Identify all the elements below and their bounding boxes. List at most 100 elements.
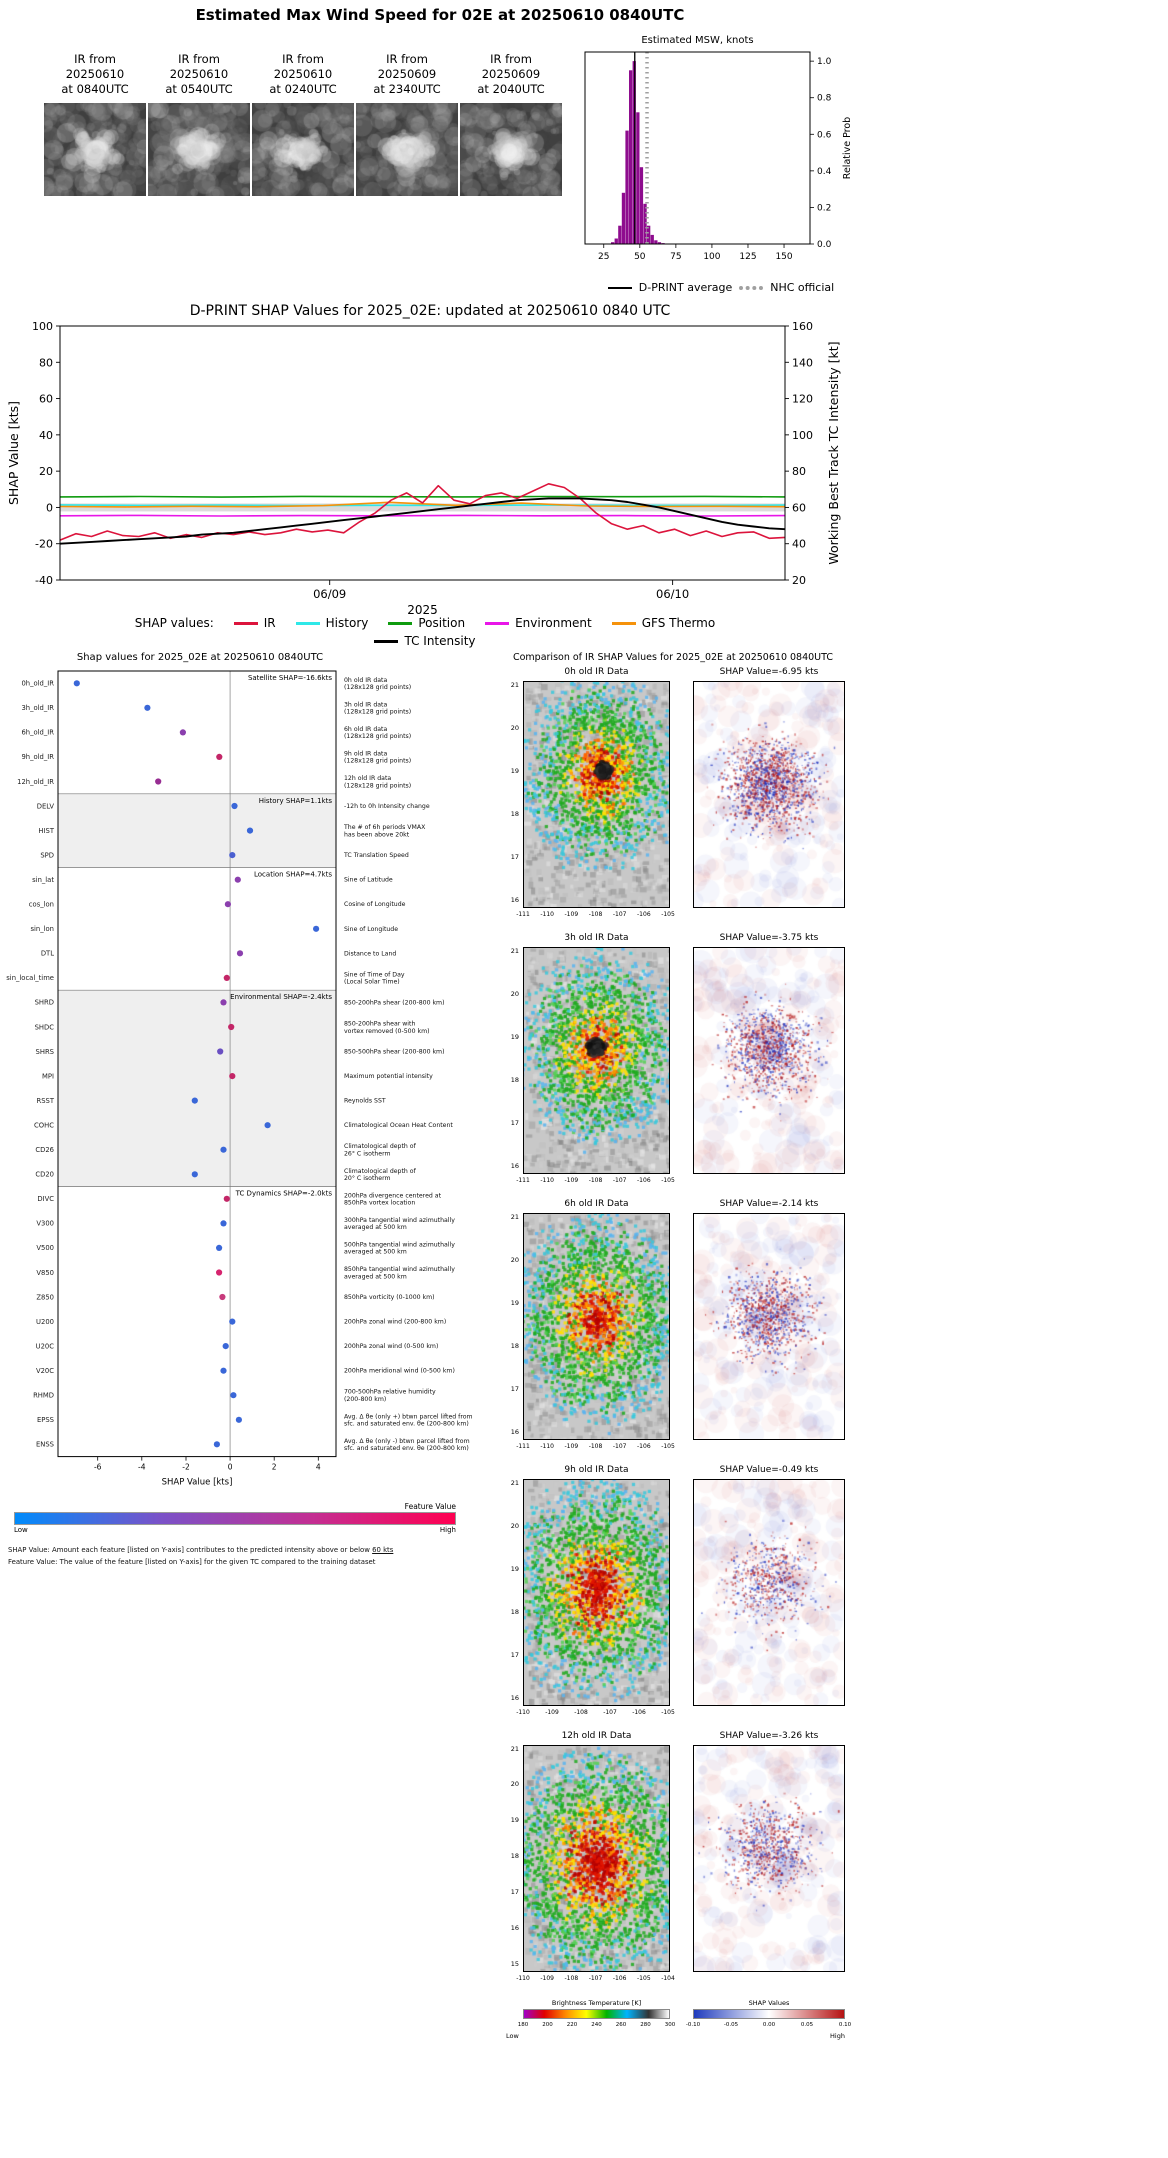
series-ir xyxy=(59,483,786,541)
feature-label: 3h_old_IR xyxy=(21,704,54,712)
legend-swatch xyxy=(611,621,636,625)
x-axis-ticks: 06/09 06/10 xyxy=(313,580,689,601)
svg-text:140: 140 xyxy=(792,356,813,369)
feature-label: 9h_old_IR xyxy=(21,753,54,761)
shap-dot xyxy=(234,876,241,883)
histogram-ylabel: Relative Prob xyxy=(842,117,853,179)
feature-desc: Sine of Latitude xyxy=(344,877,393,884)
shap-dot xyxy=(313,925,320,932)
shap-dot xyxy=(229,1318,236,1325)
shap-dot xyxy=(73,680,80,687)
feature-desc: Cosine of Longitude xyxy=(344,901,406,908)
lon-tick-label: -105 xyxy=(661,911,675,918)
svg-text:160: 160 xyxy=(792,320,813,333)
feature-desc: Sine of Time of Day xyxy=(344,971,405,978)
svg-text:4: 4 xyxy=(316,1463,321,1472)
svg-text:150: 150 xyxy=(775,252,792,262)
svg-text:0.0: 0.0 xyxy=(817,240,832,250)
feature-label: V500 xyxy=(36,1244,54,1252)
svg-text:-40: -40 xyxy=(35,574,53,587)
svg-text:06/10: 06/10 xyxy=(656,587,689,601)
svg-text:0.6: 0.6 xyxy=(817,130,832,140)
legend-swatch xyxy=(295,621,320,625)
lat-tick-label: 20 xyxy=(510,1780,519,1789)
feature-value-ends: Low High xyxy=(14,1526,456,1534)
shap-dot xyxy=(216,1269,223,1276)
ir-data-image xyxy=(523,681,670,908)
legend-label: History xyxy=(325,616,369,630)
shap-dot xyxy=(220,1220,227,1227)
histogram-title: Estimated MSW, knots xyxy=(641,35,753,46)
histogram-x-ticks: 25 50 75 100 125 150 xyxy=(598,244,793,262)
lat-tick-label: 17 xyxy=(510,1384,519,1393)
lat-tick-label: 16 xyxy=(510,895,519,904)
footnote-underlined-threshold: 60 kts xyxy=(372,1546,394,1554)
lon-tick-label: -104 xyxy=(661,1975,675,1982)
lat-tick-label: 18 xyxy=(510,1341,519,1350)
ir-thumbnail-caption: IR from 20250610 at 0840UTC xyxy=(61,52,129,96)
svg-text:850hPa vortex location: 850hPa vortex location xyxy=(344,1200,415,1207)
feature-label: CD26 xyxy=(35,1146,54,1154)
feature-desc: 850hPa vorticity (0-1000 km) xyxy=(344,1294,435,1301)
svg-text:averaged at 500 km: averaged at 500 km xyxy=(344,1224,407,1231)
lon-tick-label: -107 xyxy=(588,1975,603,1982)
ir-thumbnail-strip: IR from 20250610 at 0840UTC IR from 20250610… xyxy=(44,52,562,196)
lat-tick-label: 19 xyxy=(510,766,519,775)
lon-tick-label: -109 xyxy=(564,911,579,918)
lon-tick-label: -110 xyxy=(540,911,554,918)
dprint-average-label: D-PRINT average xyxy=(638,281,733,294)
shap-colorbar-tick: -0.05 xyxy=(723,2022,739,2028)
lat-tick-label: 17 xyxy=(510,852,519,861)
lon-tick-label: -107 xyxy=(612,911,627,918)
lon-tick-label: -109 xyxy=(540,1975,554,1982)
left-axis-ticks: -40 -20 0 20 40 60 80 100 xyxy=(32,320,60,587)
feature-label: SPD xyxy=(40,851,54,859)
legend-label: Environment xyxy=(515,616,592,630)
dotplot-x-ticks: -6 -4 -2 0 2 4 xyxy=(94,1456,321,1472)
lat-tick-label: 19 xyxy=(510,1816,519,1825)
svg-text:averaged at 500 km: averaged at 500 km xyxy=(344,1273,407,1280)
shap-dot xyxy=(246,827,254,834)
svg-text:0: 0 xyxy=(46,501,53,514)
bt-colorbar-tick: 240 xyxy=(591,2022,602,2028)
lat-tick-label: 19 xyxy=(510,1298,519,1307)
shap-dot xyxy=(228,1023,235,1031)
legend-swatch xyxy=(233,621,258,625)
brightness-temperature-colorbar-label: Brightness Temperature [K] xyxy=(551,1999,642,2007)
group-shap-label: Location SHAP=4.7kts xyxy=(254,870,332,878)
group-shap-label: Satellite SHAP=-16.6kts xyxy=(248,674,332,682)
svg-text:40: 40 xyxy=(39,429,53,442)
feature-desc: 850-500hPa shear (200-800 km) xyxy=(344,1049,445,1056)
svg-text:(128x128 grid points): (128x128 grid points) xyxy=(344,709,411,716)
zero-reference-band xyxy=(60,503,785,512)
svg-text:has been above 20kt: has been above 20kt xyxy=(344,831,410,838)
lon-tick-label: -106 xyxy=(632,1709,646,1716)
lat-tick-label: 21 xyxy=(510,946,519,955)
svg-text:(128x128 grid points): (128x128 grid points) xyxy=(344,758,411,765)
ir-thumbnail: IR from 20250610 at 0840UTC xyxy=(44,52,146,196)
feature-desc: Distance to Land xyxy=(344,950,396,957)
ir-comparison-row: 0h old IR Data SHAP Value=-6.95 kts 21 20 19… xyxy=(500,665,868,931)
svg-text:125: 125 xyxy=(739,252,756,262)
ir-thumbnail-caption: IR from 20250610 at 0240UTC xyxy=(269,52,337,96)
bt-colorbar-tick: 260 xyxy=(615,2022,627,2028)
feature-label: SHRS xyxy=(36,1048,54,1056)
shap-colorbar-tick: 0.00 xyxy=(762,2022,776,2028)
bt-colorbar-tick: 180 xyxy=(517,2022,529,2028)
lat-tick-label: 16 xyxy=(510,1427,519,1436)
shap-dot xyxy=(216,753,223,760)
shap-value-map xyxy=(693,1745,845,1972)
bt-colorbar-tick: 200 xyxy=(542,2022,553,2028)
lon-tick-label: -105 xyxy=(637,1975,651,1982)
feature-desc: 850hPa tangential wind azimuthally xyxy=(344,1266,455,1273)
shap-dot xyxy=(222,1343,229,1350)
shap-dotplot-panel: Shap values for 2025_02E at 20250610 084… xyxy=(0,652,520,1566)
msw-histogram-chart: Estimated MSW, knots 25 50 75 100 125 150 0.0 0.… xyxy=(556,30,886,279)
feature-label: DELV xyxy=(37,802,55,810)
lon-tick-label: -110 xyxy=(516,1709,530,1716)
shap-dot xyxy=(231,802,238,810)
ir-thumbnail-caption: IR from 20250609 at 2340UTC xyxy=(373,52,441,96)
shap-dot xyxy=(220,1146,227,1153)
feature-desc: The # of 6h periods VMAX xyxy=(343,824,426,831)
shap-panel-title: SHAP Value=-2.14 kts xyxy=(719,1199,819,1209)
